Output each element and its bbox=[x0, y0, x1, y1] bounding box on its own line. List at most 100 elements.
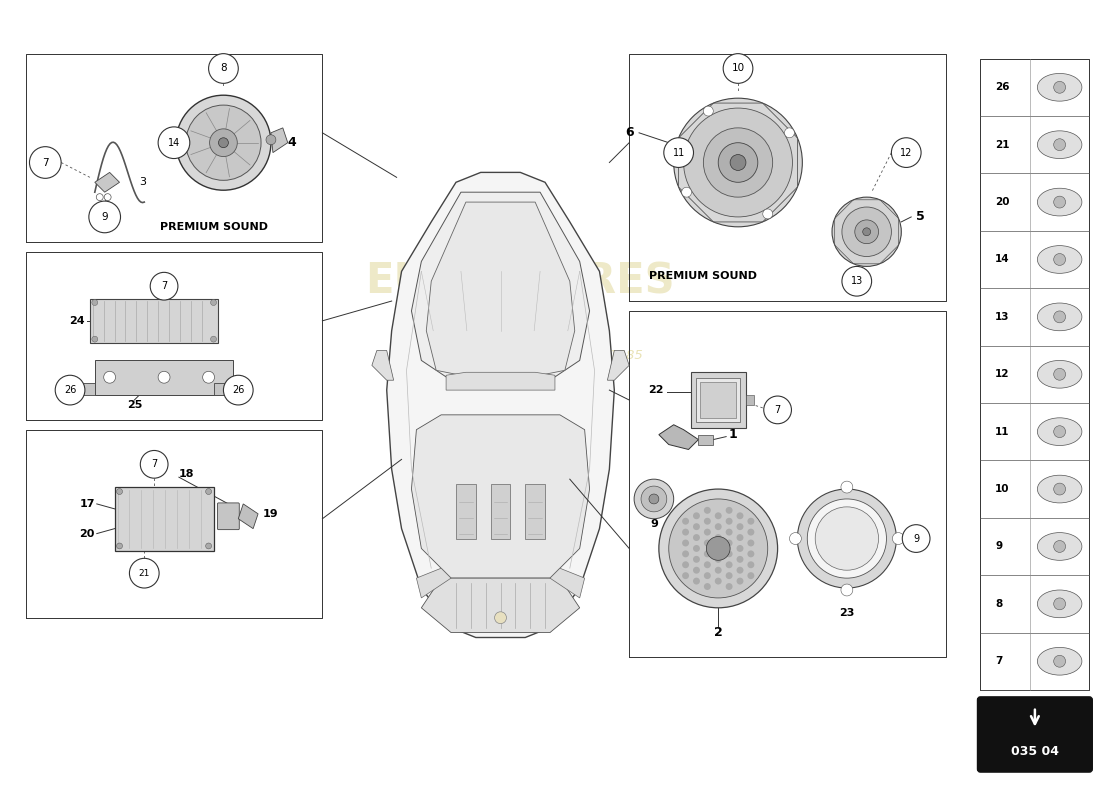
Circle shape bbox=[693, 578, 700, 585]
Polygon shape bbox=[659, 425, 698, 450]
Circle shape bbox=[715, 545, 722, 552]
Circle shape bbox=[703, 128, 772, 197]
Circle shape bbox=[682, 572, 689, 579]
Circle shape bbox=[704, 518, 711, 525]
FancyArrowPatch shape bbox=[1031, 710, 1038, 724]
Circle shape bbox=[842, 266, 871, 296]
Bar bbox=[746, 395, 754, 405]
Text: PREMIUM SOUND: PREMIUM SOUND bbox=[649, 271, 757, 282]
Text: 21: 21 bbox=[139, 569, 150, 578]
Text: 8: 8 bbox=[220, 63, 227, 74]
Circle shape bbox=[840, 481, 852, 493]
Ellipse shape bbox=[1037, 361, 1082, 388]
Circle shape bbox=[210, 129, 238, 157]
Circle shape bbox=[669, 499, 768, 598]
Circle shape bbox=[715, 523, 722, 530]
Bar bbox=[114, 486, 213, 551]
Polygon shape bbox=[271, 128, 288, 153]
Circle shape bbox=[682, 529, 689, 535]
Circle shape bbox=[682, 187, 692, 197]
Polygon shape bbox=[95, 172, 120, 192]
Circle shape bbox=[91, 299, 98, 306]
Circle shape bbox=[704, 583, 711, 590]
Polygon shape bbox=[411, 192, 590, 380]
Circle shape bbox=[103, 371, 116, 383]
Circle shape bbox=[1054, 82, 1066, 94]
Circle shape bbox=[202, 371, 215, 383]
Text: 26: 26 bbox=[64, 385, 76, 395]
Text: 21: 21 bbox=[996, 140, 1010, 150]
Ellipse shape bbox=[1037, 590, 1082, 618]
Circle shape bbox=[1054, 483, 1066, 495]
Circle shape bbox=[209, 54, 239, 83]
Circle shape bbox=[855, 220, 879, 244]
Circle shape bbox=[703, 106, 713, 116]
Ellipse shape bbox=[1037, 647, 1082, 675]
Circle shape bbox=[1054, 196, 1066, 208]
Text: 12: 12 bbox=[996, 370, 1010, 379]
Circle shape bbox=[641, 486, 667, 512]
Circle shape bbox=[117, 489, 122, 494]
Circle shape bbox=[715, 534, 722, 541]
Text: 25: 25 bbox=[126, 400, 142, 410]
Text: 19: 19 bbox=[263, 509, 278, 519]
Text: 7: 7 bbox=[151, 459, 157, 470]
Circle shape bbox=[206, 489, 211, 494]
Text: 2: 2 bbox=[714, 626, 723, 639]
Bar bbox=[456, 484, 476, 538]
Text: 20: 20 bbox=[996, 197, 1010, 207]
Bar bbox=[526, 484, 546, 538]
Circle shape bbox=[693, 556, 700, 562]
Polygon shape bbox=[421, 578, 580, 633]
Circle shape bbox=[704, 562, 711, 568]
Ellipse shape bbox=[1037, 533, 1082, 560]
Circle shape bbox=[726, 529, 733, 535]
Text: 4: 4 bbox=[288, 136, 297, 150]
Text: 17: 17 bbox=[79, 499, 95, 509]
Circle shape bbox=[266, 134, 276, 145]
Polygon shape bbox=[387, 172, 614, 638]
Circle shape bbox=[30, 146, 62, 178]
Text: 11: 11 bbox=[996, 426, 1010, 437]
Ellipse shape bbox=[1037, 475, 1082, 503]
Circle shape bbox=[706, 537, 730, 560]
FancyBboxPatch shape bbox=[691, 372, 746, 428]
Text: 14: 14 bbox=[168, 138, 180, 148]
Circle shape bbox=[718, 142, 758, 182]
Ellipse shape bbox=[1037, 418, 1082, 446]
Circle shape bbox=[1054, 655, 1066, 667]
Circle shape bbox=[104, 194, 111, 201]
Text: 3: 3 bbox=[140, 178, 146, 187]
Circle shape bbox=[158, 127, 190, 158]
Circle shape bbox=[715, 566, 722, 574]
Text: 8: 8 bbox=[996, 599, 1002, 609]
Circle shape bbox=[1054, 598, 1066, 610]
Circle shape bbox=[790, 533, 802, 545]
Circle shape bbox=[715, 556, 722, 562]
Circle shape bbox=[798, 489, 896, 588]
Circle shape bbox=[91, 336, 98, 342]
Polygon shape bbox=[239, 504, 258, 529]
Circle shape bbox=[815, 507, 879, 570]
Circle shape bbox=[715, 512, 722, 519]
Circle shape bbox=[726, 550, 733, 558]
Circle shape bbox=[747, 572, 755, 579]
Text: 5: 5 bbox=[916, 210, 925, 223]
Circle shape bbox=[1054, 311, 1066, 323]
Circle shape bbox=[219, 138, 229, 148]
Circle shape bbox=[726, 507, 733, 514]
Circle shape bbox=[673, 98, 802, 227]
Circle shape bbox=[784, 128, 794, 138]
FancyBboxPatch shape bbox=[218, 503, 240, 530]
Circle shape bbox=[158, 371, 170, 383]
Text: a passion for lamborghini since 1985: a passion for lamborghini since 1985 bbox=[398, 349, 642, 362]
Text: 7: 7 bbox=[42, 158, 48, 167]
Circle shape bbox=[737, 566, 744, 574]
Circle shape bbox=[186, 105, 261, 180]
Bar bbox=[698, 434, 713, 445]
Bar bbox=[701, 382, 736, 418]
Circle shape bbox=[737, 578, 744, 585]
Text: 035 04: 035 04 bbox=[1011, 745, 1059, 758]
Circle shape bbox=[892, 533, 904, 545]
Circle shape bbox=[832, 197, 901, 266]
